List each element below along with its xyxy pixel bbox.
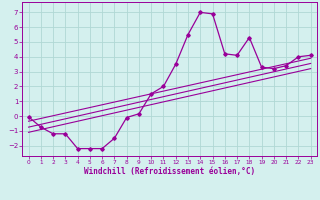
X-axis label: Windchill (Refroidissement éolien,°C): Windchill (Refroidissement éolien,°C) [84, 167, 255, 176]
